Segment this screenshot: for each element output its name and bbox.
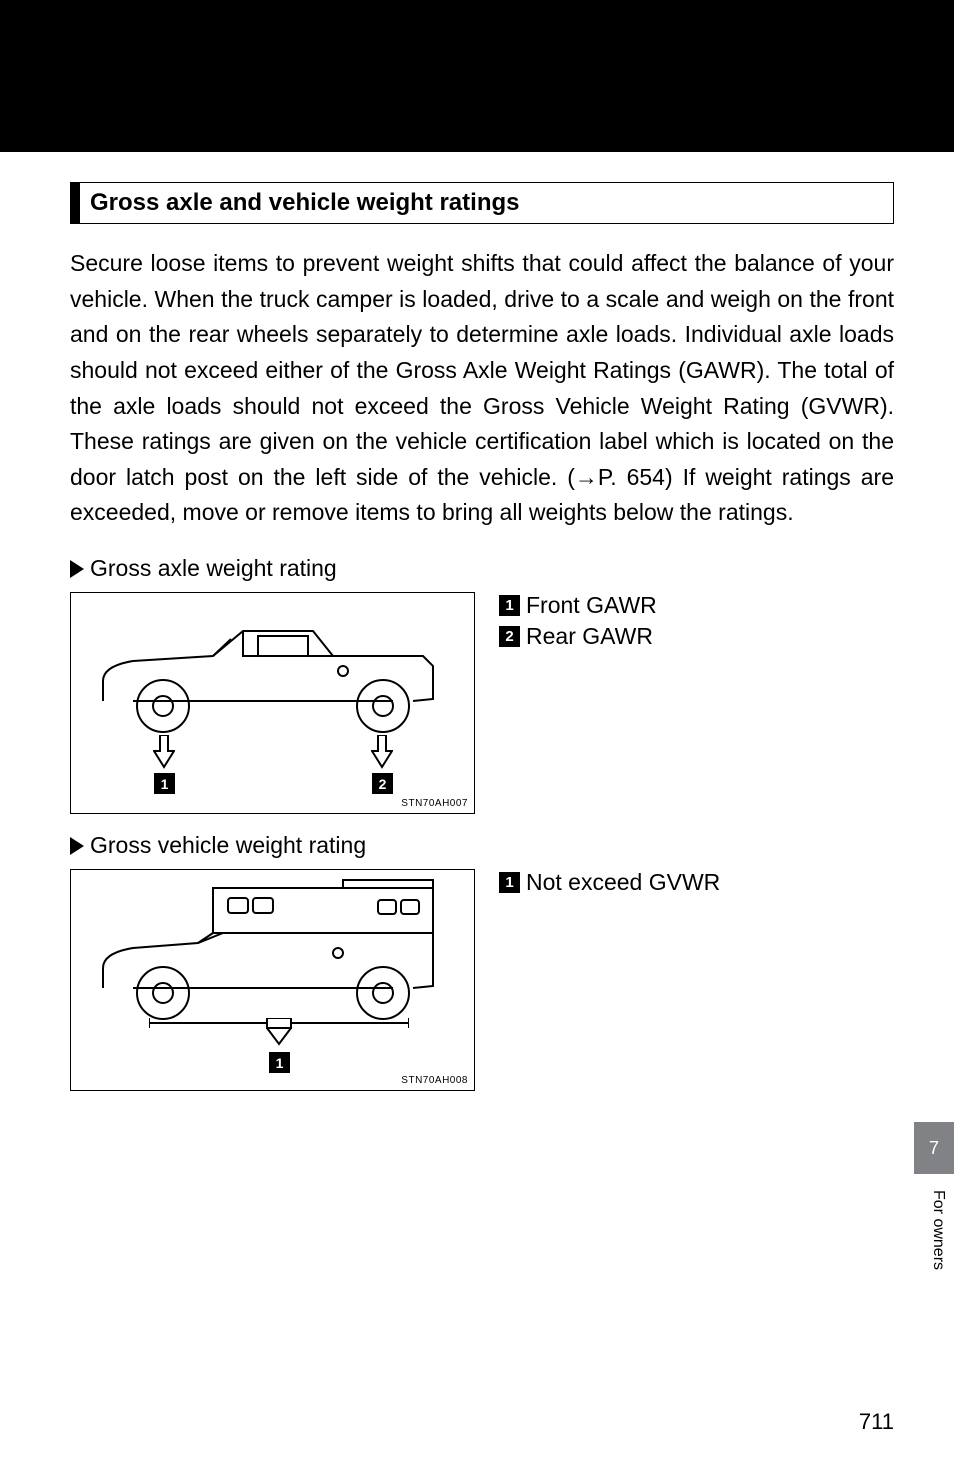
legend-badge: 1 (499, 872, 520, 893)
legend-item: 1 Front GAWR (499, 592, 657, 619)
span-arrow-icon (149, 1018, 409, 1048)
triangle-bullet-icon (70, 560, 84, 578)
truck-camper-line-art-icon (83, 878, 463, 1028)
legend-gross-axle: 1 Front GAWR 2 Rear GAWR (499, 592, 657, 654)
callout-badge-1: 1 (154, 773, 175, 794)
legend-text: Front GAWR (526, 592, 657, 619)
figure-gross-axle: 1 2 STN70AH007 (70, 592, 475, 814)
legend-gross-vehicle: 1 Not exceed GVWR (499, 869, 720, 900)
callout-badge-2: 2 (372, 773, 393, 794)
subheading-gross-vehicle: Gross vehicle weight rating (70, 832, 894, 859)
legend-item: 1 Not exceed GVWR (499, 869, 720, 896)
section-tab: 7 (914, 1122, 954, 1174)
body-paragraph: Secure loose items to prevent weight shi… (70, 246, 894, 531)
section-side-label: For owners (929, 1190, 947, 1270)
subheading-text: Gross vehicle weight rating (90, 832, 366, 859)
legend-item: 2 Rear GAWR (499, 623, 657, 650)
figure-row-1: 1 2 STN70AH007 1 Front GAWR 2 Rear GAWR (70, 592, 894, 814)
figure-gross-vehicle: 1 STN70AH008 (70, 869, 475, 1091)
subheading-text: Gross axle weight rating (90, 555, 337, 582)
section-tab-number: 7 (929, 1138, 939, 1159)
figure-code: STN70AH008 (401, 1075, 468, 1086)
section-header: Gross axle and vehicle weight ratings (70, 182, 894, 224)
section-accent-bar (70, 182, 80, 224)
legend-text: Rear GAWR (526, 623, 653, 650)
top-page-band (0, 0, 954, 152)
legend-text: Not exceed GVWR (526, 869, 720, 896)
down-arrow-icon (371, 735, 393, 769)
callout-badge-1: 1 (269, 1052, 290, 1073)
triangle-bullet-icon (70, 837, 84, 855)
truck-line-art-icon (83, 611, 463, 741)
legend-badge: 1 (499, 595, 520, 616)
section-heading-text: Gross axle and vehicle weight ratings (80, 182, 894, 224)
down-arrow-icon (153, 735, 175, 769)
subheading-gross-axle: Gross axle weight rating (70, 555, 894, 582)
page-number: 711 (859, 1409, 894, 1435)
figure-code: STN70AH007 (401, 798, 468, 809)
figure-row-2: 1 STN70AH008 1 Not exceed GVWR (70, 869, 894, 1091)
legend-badge: 2 (499, 626, 520, 647)
page-content: Gross axle and vehicle weight ratings Se… (0, 152, 954, 1091)
